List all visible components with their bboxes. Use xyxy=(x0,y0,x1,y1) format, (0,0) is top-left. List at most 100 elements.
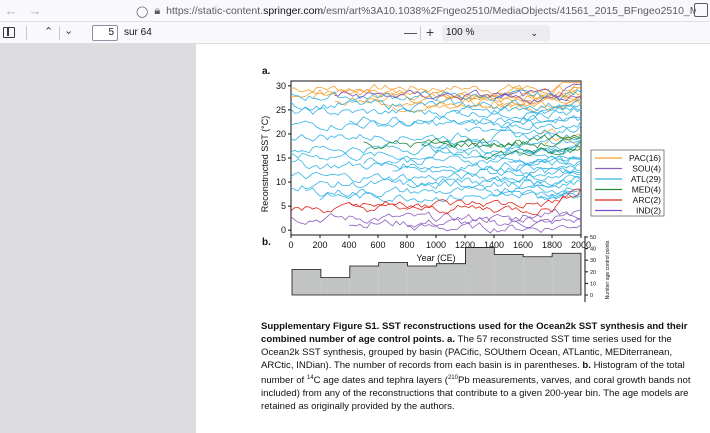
pdf-viewer[interactable]: a. b. 0 5 10 15 20 25 30 0 200 400 600 800 1000 1200… xyxy=(0,44,710,433)
toolbar-divider xyxy=(420,26,421,40)
x-tick-label: 800 xyxy=(399,240,414,250)
sst-series-line xyxy=(290,211,582,225)
figure-label-b: b. xyxy=(262,237,271,248)
sst-series-line xyxy=(435,144,582,158)
sst-series-line xyxy=(348,216,582,229)
sst-series-line xyxy=(319,190,582,203)
legend-box xyxy=(590,149,665,217)
sst-series-line xyxy=(479,162,582,174)
y-tick-label: 5 xyxy=(281,201,286,211)
figure-label-a: a. xyxy=(262,66,271,77)
y-tick-label: 25 xyxy=(276,105,286,115)
sst-series-line xyxy=(290,89,582,102)
chevron-down-icon: ⌄ xyxy=(530,28,538,38)
legend-label: SOU(4) xyxy=(632,164,661,174)
x-tick-label: 1400 xyxy=(484,240,504,250)
sst-series-line xyxy=(290,103,582,120)
toolbar-divider xyxy=(26,26,27,40)
caption-text-b1: Histogram of the total number of xyxy=(261,360,685,387)
sst-series-line xyxy=(522,140,582,155)
legend-label: ARC(2) xyxy=(633,195,662,205)
histogram-outline xyxy=(291,247,582,296)
legend-label: PAC(16) xyxy=(629,153,661,163)
browser-toolbar: ← → ◯ 🔒︎ https://static-content. springer… xyxy=(0,0,710,22)
histogram-y-tick-label: 0 xyxy=(590,293,593,299)
y-tick-label: 10 xyxy=(276,177,286,187)
caption-text-b2: C age dates and tephra layers ( xyxy=(313,375,448,387)
sst-series-line xyxy=(508,81,581,96)
histogram-bar xyxy=(494,254,524,295)
age-control-histogram: 0 10 20 30 40 50 Number age control points xyxy=(291,235,611,302)
caption-sup-14: 14 xyxy=(306,375,314,381)
sst-series-line xyxy=(363,155,581,167)
sst-series-line xyxy=(508,157,582,166)
histogram-y-label: Number age control points xyxy=(605,240,611,299)
back-icon[interactable]: ← xyxy=(4,3,18,18)
sst-series-line xyxy=(348,114,582,127)
figure-caption: Supplementary Figure S1. SST reconstruct… xyxy=(261,320,691,413)
sst-series-line xyxy=(464,125,582,136)
toolbar-divider xyxy=(59,26,60,40)
previous-page-icon[interactable]: ⌃ xyxy=(44,26,54,38)
caption-text-a: The 57 reconstructed SST time series use… xyxy=(261,334,673,371)
sidebar-toggle-icon[interactable] xyxy=(3,27,15,38)
page-count: sur 64 xyxy=(124,27,152,38)
zoom-select[interactable]: 100 % ⌄ xyxy=(442,25,550,41)
y-tick-label: 30 xyxy=(276,81,286,91)
sst-series-line xyxy=(406,221,582,234)
shield-icon[interactable]: ◯ xyxy=(136,5,149,18)
zoom-value: 100 % xyxy=(446,27,475,38)
sst-series-line xyxy=(290,115,582,132)
y-tick-label: 20 xyxy=(276,129,286,139)
sst-series-line xyxy=(363,95,582,109)
sst-series-line xyxy=(493,93,582,105)
histogram-bar xyxy=(552,253,581,295)
sst-series-line xyxy=(290,158,582,172)
sst-series-line xyxy=(290,150,582,162)
sst-series-line xyxy=(435,86,582,103)
sst-series-line xyxy=(305,184,582,199)
x-tick-label: 200 xyxy=(312,240,327,250)
sst-series-line xyxy=(290,170,582,184)
sst-series-line xyxy=(363,134,582,150)
histogram-bar xyxy=(407,266,437,295)
reader-view-icon[interactable] xyxy=(694,3,708,17)
url-path: /esm/art%3A10.1038%2Fngeo2510/MediaObjec… xyxy=(323,5,696,17)
x-axis-label: Year (CE) xyxy=(416,253,455,263)
histogram-bar xyxy=(349,266,379,295)
lock-icon[interactable]: 🔒︎ xyxy=(154,4,161,17)
pdf-page: a. b. 0 5 10 15 20 25 30 0 200 400 600 800 1000 1200… xyxy=(196,44,710,433)
forward-icon[interactable]: → xyxy=(28,3,42,18)
y-tick-label: 0 xyxy=(281,225,286,235)
next-page-icon[interactable]: ⌄ xyxy=(64,25,74,37)
sst-line-chart: 0 5 10 15 20 25 30 0 200 400 600 800 1000 1200 1400 16… xyxy=(260,80,665,263)
y-axis-label: Reconstructed SST (°C) xyxy=(260,116,270,212)
url-bar[interactable]: ◯ 🔒︎ https://static-content. springer.com… xyxy=(136,2,696,20)
sst-series-line xyxy=(501,119,582,130)
legend-label: MED(4) xyxy=(632,185,661,195)
x-tick-label: 2000 xyxy=(571,240,591,250)
caption-title: Supplementary Figure S1. SST reconstruct… xyxy=(261,321,688,345)
sst-series-line xyxy=(479,147,582,160)
histogram-bar xyxy=(523,256,553,295)
sst-series-line xyxy=(290,129,582,145)
x-tick-label: 1800 xyxy=(542,240,562,250)
zoom-in-button[interactable]: + xyxy=(426,24,435,40)
x-tick-label: 1600 xyxy=(513,240,533,250)
histogram-y-tick-label: 40 xyxy=(590,247,596,253)
y-tick-label: 15 xyxy=(276,153,286,163)
sst-series-line xyxy=(334,83,582,101)
histogram-y-tick-label: 10 xyxy=(590,281,596,287)
sst-series-line xyxy=(515,168,582,178)
zoom-out-button[interactable]: — xyxy=(404,25,417,40)
histogram-bar xyxy=(465,247,495,295)
sst-series-line xyxy=(493,184,582,195)
x-tick-label: 400 xyxy=(341,240,356,250)
pdf-toolbar: ⌃ ⌄ 5 sur 64 — + 100 % ⌄ xyxy=(0,22,710,44)
histogram-bar xyxy=(436,263,466,295)
sst-series-line xyxy=(421,133,582,149)
page-number-input[interactable]: 5 xyxy=(92,25,118,41)
x-tick-label: 1000 xyxy=(426,240,446,250)
sst-series-line xyxy=(530,179,582,188)
x-tick-label: 600 xyxy=(370,240,385,250)
